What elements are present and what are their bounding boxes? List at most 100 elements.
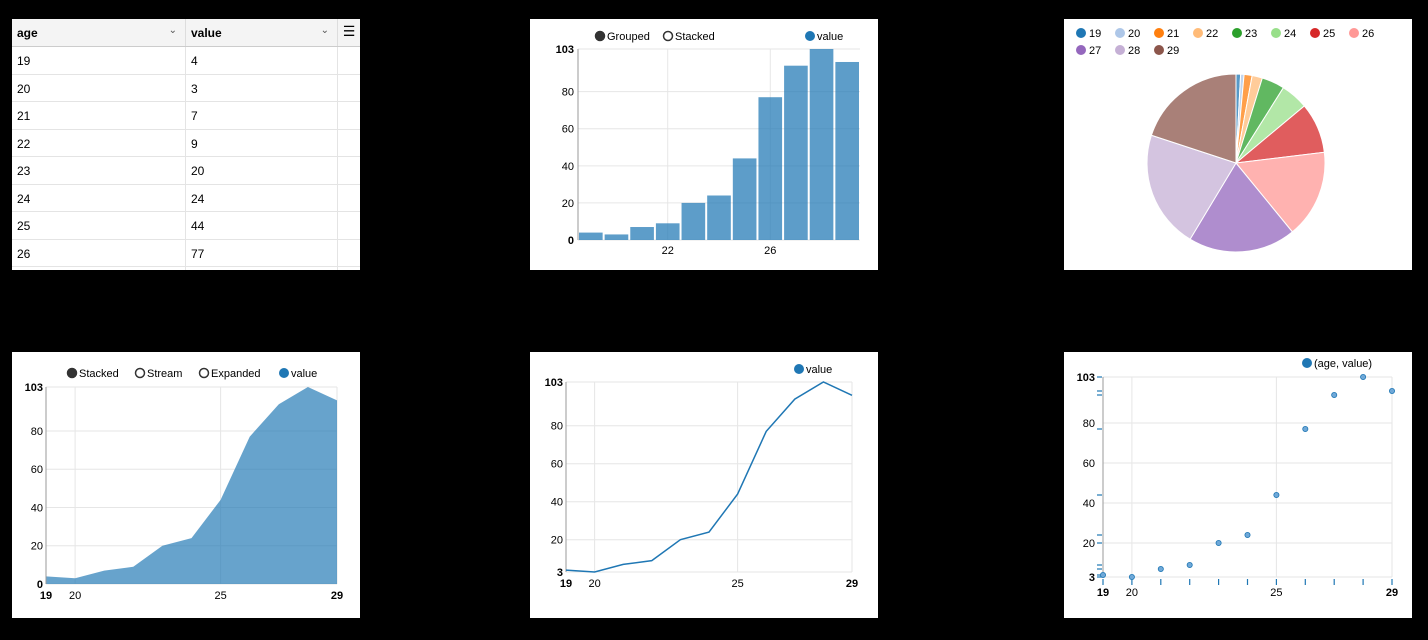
grouped-control-radio [594,30,606,42]
y-tick-label: 103 [25,382,43,394]
legend-label: 23 [1245,28,1257,40]
scatter-chart: 3 20 40 60 80 103 19 20 25 29 (age, value) [1077,358,1398,599]
scatter-point [1244,531,1251,538]
table-row: 21 7 [12,102,360,130]
scatter-point [1360,373,1367,380]
scatter-point [1273,491,1280,498]
data-table: age ⌄ value ⌄ ☰ 19 4 20 3 21 7 22 9 23 20 24 24 25 44… [12,19,360,270]
y-tick-label: 40 [1083,498,1095,510]
bar [758,97,783,240]
cell-age: 20 [12,74,186,101]
scatter-point [1215,539,1222,546]
bar [732,158,757,240]
legend-marker [1193,28,1203,38]
y-tick-label: 80 [31,426,43,438]
legend-label: 28 [1128,45,1140,57]
cell-age: 19 [12,47,186,74]
stacked-control-radio [662,30,674,42]
x-tick-label: 25 [731,578,743,590]
chevron-down-icon[interactable]: ⌄ [168,25,177,36]
pie-slice [1235,151,1326,233]
chevron-down-icon[interactable]: ⌄ [320,25,329,36]
x-tick-label: 20 [69,590,81,602]
legend-label: 27 [1089,45,1101,57]
cell-value: 24 [186,184,338,211]
y-tick-label: 80 [1083,418,1095,430]
legend-label: 25 [1323,28,1335,40]
bar [604,234,629,240]
legend-value-marker [279,368,289,378]
y-tick-label: 60 [31,464,43,476]
x-tick-label: 22 [662,245,674,257]
x-tick-label: 29 [331,590,343,602]
y-tick-label: 40 [551,497,563,509]
y-tick-label: 20 [551,535,563,547]
legend-marker [1232,28,1242,38]
legend-value-marker [805,31,815,41]
legend-age-value-marker [1302,358,1312,368]
line-series-value [565,381,853,573]
table-row: 23 20 [12,157,360,185]
x-tick-label: 20 [588,578,600,590]
legend-value-label: value [806,364,832,376]
bar [809,49,834,240]
x-tick-label: 25 [1270,587,1282,599]
cell-value: 4 [186,47,338,74]
x-tick-label: 20 [1126,587,1138,599]
y-tick-label: 103 [1077,372,1095,384]
cell-age [12,267,186,270]
expanded-control-label: Expanded [211,368,261,380]
y-tick-label: 60 [551,459,563,471]
cell-value: 9 [186,129,338,156]
hamburger-menu-icon[interactable]: ☰ [342,23,356,39]
table-row: 22 9 [12,129,360,157]
cell-value: 3 [186,74,338,101]
legend-label: 21 [1167,28,1179,40]
legend-label: 26 [1362,28,1374,40]
y-tick-label: 20 [31,541,43,553]
scatter-point [1157,565,1164,572]
stacked-control-label: Stacked [675,31,715,43]
y-tick-label: 3 [557,567,563,579]
y-tick-label: 103 [545,377,563,389]
x-tick-label: 29 [846,578,858,590]
scatter-point [1331,392,1338,399]
legend-marker [1115,45,1125,55]
bar [784,65,808,240]
cell-value: 77 [186,239,338,266]
scatter-point [1128,573,1135,580]
cell-value: 7 [186,102,338,129]
legend-age-value-label: (age, value) [1314,358,1372,370]
cell-age: 26 [12,239,186,266]
stream-control-label: Stream [147,368,182,380]
table-row: 24 24 [12,184,360,212]
column-header-label: value [191,26,222,40]
y-tick-label: 3 [1089,572,1095,584]
scatter-point [1388,388,1395,395]
y-tick-label: 60 [1083,458,1095,470]
legend-marker [1154,28,1164,38]
table-row: 20 3 [12,74,360,102]
legend-label: 19 [1089,28,1101,40]
cell-age: 24 [12,184,186,211]
column-header-value[interactable]: value ⌄ [186,19,338,46]
cell-age: 25 [12,212,186,239]
expanded-control-radio [198,367,210,379]
area-series-value [46,387,337,584]
column-header-age[interactable]: age ⌄ [12,19,186,46]
y-tick-label: 80 [551,421,563,433]
y-tick-label: 20 [1083,538,1095,550]
pie-chart-panel: 19 20 21 22 23 24 25 26 27 28 29 [1064,19,1412,270]
legend-value-label: value [817,31,843,43]
y-tick-label: 0 [37,579,43,591]
cell-value [186,267,338,270]
pie-chart: 19 20 21 22 23 24 25 26 27 28 29 [1076,28,1374,253]
bar [707,195,731,240]
bar [630,227,654,240]
table-body: 19 4 20 3 21 7 22 9 23 20 24 24 25 44 26 77 [12,47,360,270]
area-chart-panel: 0 20 40 60 80 103 19 20 25 29 Stacked Stream Expande… [12,352,360,618]
legend-marker [1115,28,1125,38]
legend-marker [1310,28,1320,38]
line-chart: 3 20 40 60 80 103 19 20 25 29 value [545,364,858,590]
legend-marker [1349,28,1359,38]
